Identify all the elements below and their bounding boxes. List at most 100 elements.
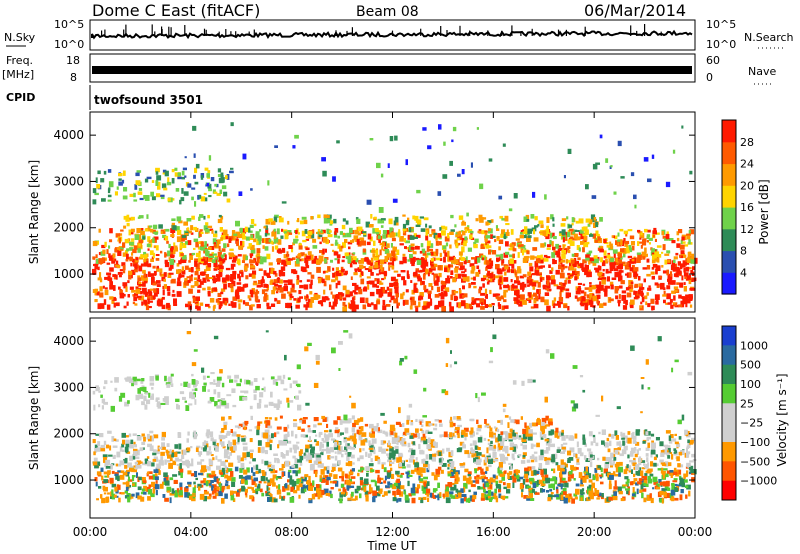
echo-cell (350, 240, 355, 243)
echo-cell (661, 251, 664, 254)
echo-cell (241, 435, 246, 438)
echo-cell (536, 470, 540, 474)
echo-cell (631, 245, 635, 251)
echo-cell (363, 478, 369, 485)
echo-cell (267, 479, 271, 485)
cpid-value: twofsound 3501 (94, 93, 203, 107)
echo-cell (612, 261, 617, 266)
echo-cell (126, 451, 131, 454)
echo-cell (503, 289, 508, 293)
freq-tick-bottom: 8 (70, 71, 77, 84)
echo-cell (528, 467, 531, 472)
echo-cell (272, 474, 277, 479)
echo-cell (394, 288, 399, 294)
echo-cell (230, 288, 234, 293)
echo-cell (277, 239, 282, 245)
echo-cell (615, 257, 618, 263)
echo-cell (680, 450, 685, 455)
echo-cell (114, 298, 117, 301)
echo-cell (487, 464, 492, 468)
echo-cell (484, 456, 488, 463)
echo-cell (225, 479, 229, 484)
echo-cell (495, 483, 501, 489)
echo-cell (354, 229, 359, 235)
echo-cell (113, 285, 116, 291)
echo-cell (661, 265, 664, 268)
echo-cell (287, 220, 290, 225)
y-tick-label: 4000 (53, 128, 84, 142)
echo-cell (548, 264, 551, 268)
echo-cell (609, 463, 615, 466)
echo-cell (214, 234, 218, 238)
echo-cell (596, 287, 600, 293)
echo-cell (392, 246, 395, 251)
echo-cell (132, 433, 137, 436)
echo-cell (607, 254, 611, 258)
echo-cell (386, 253, 392, 258)
echo-cell (139, 197, 144, 201)
echo-cell (104, 276, 108, 280)
echo-cell (354, 488, 359, 494)
echo-cell (171, 218, 176, 221)
echo-cell (305, 458, 309, 462)
echo-cell (453, 257, 456, 261)
echo-cell (476, 459, 481, 466)
echo-cell (580, 489, 584, 495)
echo-cell (133, 468, 137, 473)
echo-cell (450, 294, 454, 301)
echo-cell (117, 250, 122, 256)
echo-cell (536, 273, 542, 276)
echo-cell (379, 242, 382, 246)
echo-cell (646, 265, 651, 270)
echo-cell (553, 284, 559, 287)
echo-cell (438, 451, 442, 456)
echo-cell (611, 494, 614, 498)
echo-cell (345, 254, 351, 260)
echo-cell (320, 463, 324, 468)
echo-cell (587, 448, 592, 452)
echo-cell (291, 257, 296, 260)
echo-cell (115, 274, 118, 280)
echo-cell (600, 481, 604, 485)
echo-cell (240, 240, 245, 247)
echo-cell (256, 258, 260, 264)
echo-cell (341, 268, 345, 273)
echo-cell (357, 472, 360, 477)
echo-cell (598, 431, 601, 435)
echo-cell (208, 446, 212, 451)
echo-cell (288, 258, 293, 261)
echo-cell (497, 443, 501, 448)
echo-cell (244, 488, 248, 493)
echo-cell (148, 484, 152, 488)
echo-cell (212, 306, 215, 311)
echo-cell (542, 468, 547, 475)
echo-cell (122, 282, 128, 287)
echo-cell (487, 439, 490, 442)
echo-cell (565, 463, 568, 468)
echo-cell (466, 260, 471, 263)
echo-cell (648, 285, 651, 288)
echo-cell (129, 256, 133, 261)
echo-cell (364, 268, 369, 271)
echo-cell (478, 486, 484, 490)
echo-cell (221, 175, 224, 181)
echo-cell (496, 238, 499, 241)
echo-cell (522, 456, 526, 460)
echo-cell (575, 290, 581, 295)
echo-cell (137, 275, 140, 278)
echo-cell (251, 288, 255, 292)
echo-cell (406, 276, 410, 279)
echo-cell (483, 275, 487, 278)
echo-cell (252, 458, 256, 462)
echo-cell (645, 483, 649, 487)
echo-cell (104, 289, 109, 296)
echo-cell (306, 279, 310, 282)
echo-cell (642, 267, 648, 270)
echo-cell (408, 493, 413, 497)
echo-cell (423, 476, 428, 480)
echo-cell (474, 468, 477, 474)
echo-cell (655, 268, 658, 275)
echo-cell (224, 254, 227, 260)
echo-cell (618, 461, 623, 466)
echo-cell (231, 305, 237, 308)
